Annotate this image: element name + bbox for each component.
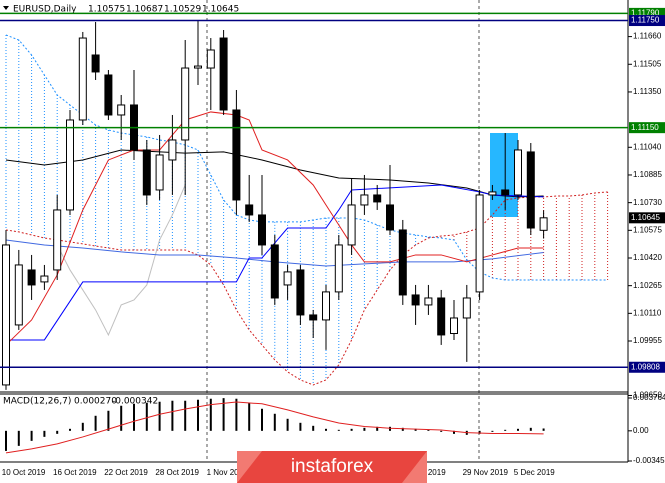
x-tick-label: 16 Oct 2019 [53, 468, 97, 477]
candle-body [386, 204, 394, 231]
candle-body [514, 149, 522, 196]
candle-body [462, 297, 471, 319]
candle-body [450, 317, 458, 335]
y-tick-label: 1.10265 [633, 281, 662, 290]
candle-body [142, 149, 151, 196]
candle-body [283, 271, 292, 286]
candle-body [91, 54, 100, 73]
last-price-box [629, 212, 665, 224]
level-box [629, 122, 665, 134]
x-tick-label: 22 Oct 2019 [104, 468, 148, 477]
chart-title: EURUSD,Daily [13, 5, 77, 15]
candle-body [181, 67, 190, 141]
candle-body [168, 139, 177, 161]
candle-body [373, 194, 382, 203]
candle-body [475, 194, 484, 293]
candle-body [245, 204, 254, 216]
candle-body [2, 244, 10, 386]
y-tick-label: 1.10575 [633, 225, 662, 234]
candle-body [296, 269, 305, 316]
candle-body [194, 65, 202, 69]
y-tick-label: 0.00 [633, 426, 649, 435]
level-box [629, 361, 665, 373]
indicator-line [56, 184, 186, 337]
logo-band [237, 451, 427, 483]
cloud-span-b [5, 191, 608, 386]
ohlc-high: 1.10687 [126, 5, 163, 15]
y-tick-label: 0.003764 [633, 393, 665, 402]
candle-body [219, 37, 228, 111]
candle-body [322, 291, 330, 321]
candle-body [488, 191, 497, 196]
level-box [629, 15, 665, 27]
logo-stripe [237, 451, 427, 483]
candle-body [14, 264, 23, 326]
x-tick-label: 1 Nov 2019 [207, 468, 248, 477]
indicator-line [5, 111, 544, 346]
highlight-zone [490, 133, 518, 217]
level-label: 1.11750 [631, 16, 660, 25]
candle-body [104, 74, 113, 116]
level-label: 1.11150 [631, 123, 659, 132]
y-tick-label: 1.11505 [633, 59, 662, 68]
candle-body [437, 297, 446, 336]
menu-arrow [3, 6, 9, 10]
candle-body [66, 119, 74, 211]
y-tick-label: 1.11660 [633, 32, 662, 41]
candle-body [334, 244, 343, 293]
ohlc-open: 1.10575 [88, 5, 125, 15]
y-tick-label: 1.10730 [633, 198, 662, 207]
indicator-line [6, 184, 544, 341]
level-label: 1.09808 [631, 362, 660, 371]
indicator-line [5, 239, 544, 267]
candle-body [526, 151, 535, 229]
plot-layer [2, 19, 609, 454]
candle-body [155, 154, 164, 191]
y-tick-label: 1.10885 [633, 170, 662, 179]
candle-body [501, 189, 510, 196]
y-tick-label: 1.09650 [633, 391, 662, 400]
candle-body [53, 209, 62, 271]
last-price-label: 1.10645 [631, 213, 660, 222]
candle-body [398, 229, 407, 296]
candle-body [539, 217, 548, 231]
cloud-span-a [5, 34, 608, 281]
candle-body [411, 294, 420, 306]
candle-body [206, 49, 215, 69]
candle-body [360, 194, 369, 206]
ohlc-close: 1.10645 [202, 5, 239, 15]
macd-signal-value: -0.000342 [112, 397, 158, 407]
candle-body [232, 109, 241, 201]
watermark-logo: instaforex [237, 451, 427, 483]
candle-body [424, 297, 433, 306]
y-tick-label: 1.09955 [633, 336, 662, 345]
x-tick-label: 28 Oct 2019 [155, 468, 199, 477]
x-tick-label: Nov 2019 [411, 468, 446, 477]
y-tick-label: 1.10110 [633, 308, 662, 317]
signal-line [5, 401, 544, 454]
candle-body [78, 37, 87, 121]
x-tick-label: 29 Nov 2019 [463, 468, 509, 477]
y-tick-label: -0.003459 [633, 456, 665, 465]
x-tick-label: 5 Dec 2019 [514, 468, 555, 477]
candle-body [40, 275, 49, 283]
y-tick-label: 1.11040 [633, 142, 662, 151]
ohlc-low: 1.10529 [164, 5, 201, 15]
candle-body [27, 269, 36, 286]
candle-body [117, 104, 126, 116]
x-tick-label: 10 Oct 2019 [2, 468, 46, 477]
y-tick-label: 1.11350 [633, 87, 662, 96]
candle-body [270, 244, 279, 299]
candle-body [347, 204, 356, 246]
watermark: instaforex [291, 456, 374, 477]
level-label: 1.11790 [631, 8, 660, 17]
level-box [629, 7, 665, 19]
candle-body [258, 214, 266, 246]
macd-title: MACD(12,26,7) [3, 397, 71, 407]
y-tick-label: 1.10420 [633, 253, 662, 262]
candle-body [309, 314, 318, 321]
macd-value: 0.000270 [74, 397, 117, 407]
